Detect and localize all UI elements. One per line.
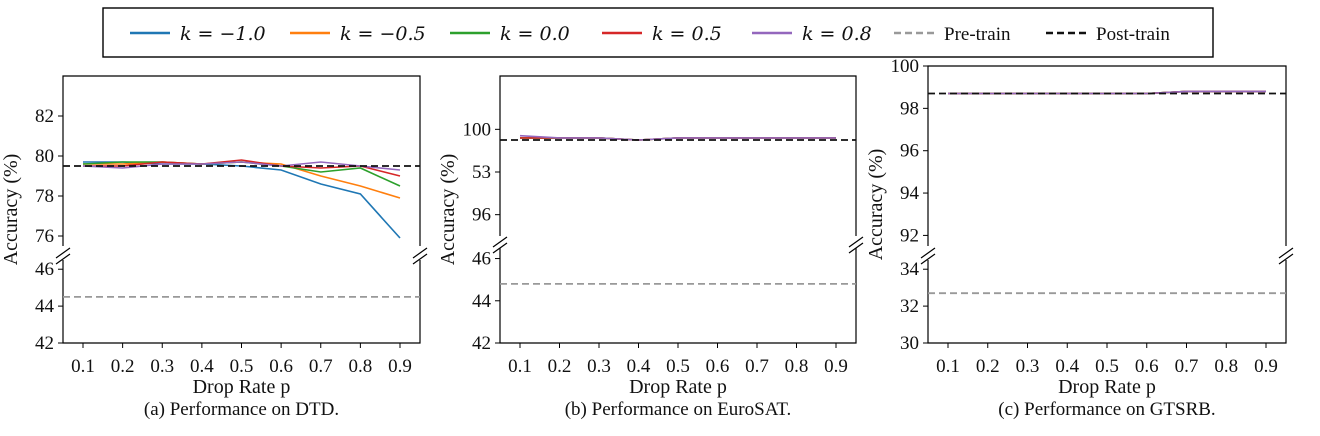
x-tick-label: 0.9 xyxy=(824,356,848,377)
x-tick-label: 0.7 xyxy=(309,356,333,377)
legend-label: k = 0.8 xyxy=(802,23,872,45)
x-axis-label: Drop Rate p xyxy=(193,376,291,398)
y-tick-label: 34 xyxy=(900,259,920,280)
legend-label: Post-train xyxy=(1096,24,1170,45)
x-tick-label: 0.1 xyxy=(71,356,95,377)
y-axis-label: Accuracy (%) xyxy=(437,154,459,266)
y-tick-label: 46 xyxy=(472,249,491,270)
panel-gtsrb: 92 94 96 98 100 30 32 34 0.1 0.2 0.3 0.4 0.5 0.6 0.7 0.… xyxy=(865,56,1294,420)
x-tick-label: 0.3 xyxy=(1016,356,1040,377)
legend-entry-k-1-0: k = −1.0 xyxy=(130,23,266,45)
axis-break-mark xyxy=(848,242,864,254)
y-tick-label: 30 xyxy=(900,333,919,354)
axis-break-mark xyxy=(492,236,508,248)
x-axis-label: Drop Rate p xyxy=(1058,376,1156,398)
legend-label: k = −0.5 xyxy=(340,23,426,45)
x-tick-label: 0.5 xyxy=(230,356,254,377)
upper-axes-frame xyxy=(499,75,857,236)
y-tick-label: 42 xyxy=(35,333,54,354)
legend-entry-pre-train: Pre-train xyxy=(894,24,1011,45)
legend-label: k = −1.0 xyxy=(180,23,266,45)
lower-axes-frame xyxy=(62,260,421,344)
axis-break-mark xyxy=(492,242,508,254)
axis-break-mark xyxy=(1278,253,1294,265)
x-tick-label: 0.6 xyxy=(269,356,293,377)
series-line-k-0-8 xyxy=(519,134,836,141)
y-tick-label: 100 xyxy=(891,56,920,77)
x-tick-label: 0.9 xyxy=(1254,356,1278,377)
x-tick-label: 0.4 xyxy=(190,356,214,377)
lower-axes-frame xyxy=(927,260,1287,344)
y-tick-label: 100 xyxy=(463,119,492,140)
x-axis-label: Drop Rate p xyxy=(629,376,727,398)
legend-entry-k-0-0: k = 0.0 xyxy=(450,23,570,45)
axis-break-mark xyxy=(412,253,428,265)
y-tick-label: 76 xyxy=(35,226,54,247)
y-tick-label: 78 xyxy=(35,186,54,207)
x-tick-label: 0.6 xyxy=(1135,356,1159,377)
legend-box xyxy=(102,7,1214,58)
y-axis-label: Accuracy (%) xyxy=(865,149,887,261)
x-tick-label: 0.2 xyxy=(111,356,135,377)
series-line-k-1-0 xyxy=(83,161,401,239)
legend-label: k = 0.5 xyxy=(652,23,722,45)
panel-caption: (c) Performance on GTSRB. xyxy=(998,399,1215,420)
axis-break-mark xyxy=(920,253,936,265)
x-tick-label: 0.8 xyxy=(1214,356,1238,377)
panel-caption: (b) Performance on EuroSAT. xyxy=(565,399,792,420)
x-tick-label: 0.2 xyxy=(976,356,1000,377)
y-tick-label: 98 xyxy=(900,98,919,119)
x-tick-label: 0.3 xyxy=(587,356,611,377)
series-line-k-0-5 xyxy=(83,159,401,177)
x-tick-label: 0.4 xyxy=(1055,356,1079,377)
x-tick-label: 0.8 xyxy=(785,356,809,377)
panel-eurosat: 96 53 100 42 44 46 0.1 0.2 0.3 0.4 0.5 0.6 0.7 0.8 0.9… xyxy=(437,75,864,420)
legend-entry-post-train: Post-train xyxy=(1046,24,1170,45)
legend: k = −1.0 k = −0.5 k = 0.0 k = 0.5 k = 0.8 Pre… xyxy=(102,7,1214,58)
y-tick-label: 44 xyxy=(35,296,55,317)
axis-break-mark xyxy=(55,247,71,259)
upper-axes-frame xyxy=(62,75,421,246)
y-tick-label: 96 xyxy=(900,141,919,162)
y-tick-label: 46 xyxy=(35,259,54,280)
y-tick-label: 94 xyxy=(900,183,920,204)
x-tick-label: 0.4 xyxy=(627,356,651,377)
x-tick-label: 0.6 xyxy=(706,356,730,377)
x-tick-label: 0.2 xyxy=(548,356,572,377)
x-tick-label: 0.7 xyxy=(745,356,769,377)
x-tick-label: 0.5 xyxy=(666,356,690,377)
y-tick-label: 42 xyxy=(472,333,491,354)
x-tick-label: 0.9 xyxy=(388,356,412,377)
legend-entry-k-0-5: k = −0.5 xyxy=(290,23,426,45)
legend-entry-k-0-5: k = 0.5 xyxy=(602,23,722,45)
x-tick-label: 0.7 xyxy=(1175,356,1199,377)
axis-break-mark xyxy=(412,247,428,259)
upper-axes-frame xyxy=(927,65,1287,246)
x-tick-label: 0.5 xyxy=(1095,356,1119,377)
lower-axes-frame xyxy=(499,248,857,344)
axis-break-mark xyxy=(1278,247,1294,259)
axis-break-mark xyxy=(920,247,936,259)
panel-dtd: 76 78 80 82 42 44 46 0.1 0.2 0.3 0.4 0.5 0.6 0.7 0.8 0.… xyxy=(0,75,428,420)
y-axis-label: Accuracy (%) xyxy=(0,154,22,266)
y-tick-label: 53 xyxy=(472,162,491,183)
x-tick-label: 0.1 xyxy=(936,356,960,377)
legend-label: k = 0.0 xyxy=(500,23,570,45)
panel-caption: (a) Performance on DTD. xyxy=(144,399,339,420)
y-tick-label: 80 xyxy=(35,146,54,167)
y-tick-label: 32 xyxy=(900,296,919,317)
axis-break-mark xyxy=(55,253,71,265)
y-tick-label: 92 xyxy=(900,225,919,246)
x-tick-label: 0.8 xyxy=(349,356,373,377)
legend-label: Pre-train xyxy=(944,24,1011,45)
y-tick-label: 44 xyxy=(472,291,492,312)
y-tick-label: 96 xyxy=(472,205,491,226)
y-tick-label: 82 xyxy=(35,106,54,127)
x-tick-label: 0.1 xyxy=(508,356,532,377)
axis-break-mark xyxy=(848,236,864,248)
x-tick-label: 0.3 xyxy=(150,356,174,377)
legend-entry-k-0-8: k = 0.8 xyxy=(752,23,872,45)
